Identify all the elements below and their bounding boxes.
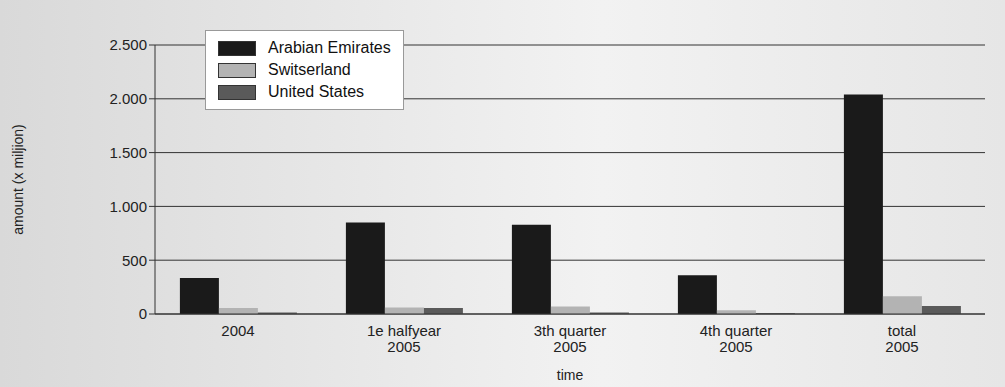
svg-text:1e halfyear2005: 1e halfyear2005 <box>367 322 441 355</box>
svg-text:2.000: 2.000 <box>109 90 147 107</box>
svg-text:4th quarter2005: 4th quarter2005 <box>700 322 773 355</box>
svg-text:500: 500 <box>122 252 147 269</box>
svg-text:3th quarter2005: 3th quarter2005 <box>534 322 607 355</box>
svg-text:total2005: total2005 <box>885 322 918 355</box>
svg-text:amount (x miljion): amount (x miljion) <box>10 124 26 234</box>
svg-text:time: time <box>557 367 584 383</box>
svg-text:2.500: 2.500 <box>109 36 147 53</box>
html-text:United States: United States <box>268 83 365 100</box>
html-text:Arabian Emirates: Arabian Emirates <box>268 39 391 56</box>
html-text:Switserland: Switserland <box>268 61 351 78</box>
svg-text:1.000: 1.000 <box>109 198 147 215</box>
svg-text:2004: 2004 <box>221 322 254 339</box>
svg-text:0: 0 <box>139 305 147 322</box>
svg-text:1.500: 1.500 <box>109 144 147 161</box>
